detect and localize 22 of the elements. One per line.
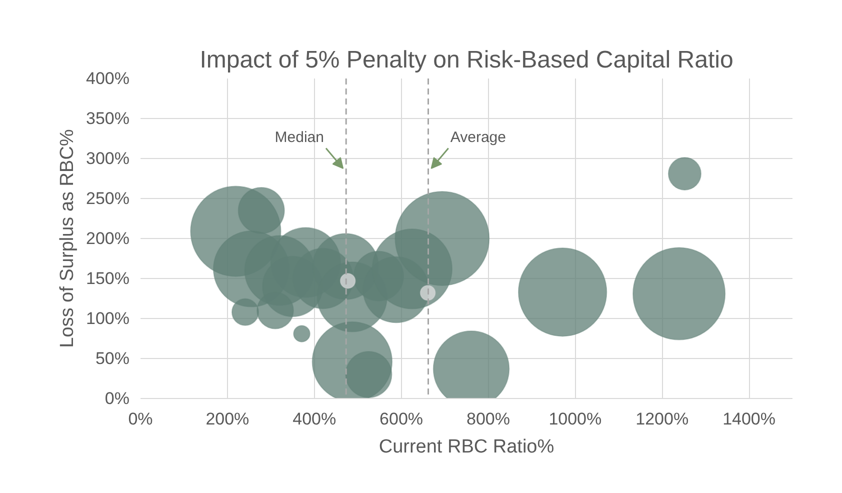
x-tick-label: 1400%: [722, 410, 776, 428]
y-axis-title: Loss of Surplus as RBC%: [57, 129, 78, 348]
x-tick-label: 1000%: [548, 410, 602, 428]
y-tick-label: 300%: [86, 149, 130, 168]
y-tick-label: 400%: [86, 69, 130, 88]
y-tick-label: 150%: [86, 269, 130, 288]
x-tick-label: 200%: [206, 410, 250, 428]
y-tick-label: 350%: [86, 109, 130, 128]
y-tick-label: 50%: [95, 349, 130, 368]
chart-title: Impact of 5% Penalty on Risk-Based Capital Ratio: [200, 46, 734, 74]
x-tick-label: 400%: [292, 410, 336, 428]
annotation: Median: [274, 129, 324, 146]
x-tick-label: 600%: [380, 410, 424, 428]
y-tick-label: 250%: [86, 189, 130, 208]
y-tick-label: 100%: [86, 309, 130, 328]
x-axis-title: Current RBC Ratio%: [378, 436, 554, 458]
annotation: Average: [450, 129, 506, 146]
x-tick-label: 800%: [466, 410, 510, 428]
x-tick-label: 0%: [128, 410, 153, 428]
y-tick-label: 200%: [86, 229, 130, 248]
x-tick-label: 1200%: [636, 410, 689, 428]
y-tick-label: 0%: [104, 389, 130, 408]
